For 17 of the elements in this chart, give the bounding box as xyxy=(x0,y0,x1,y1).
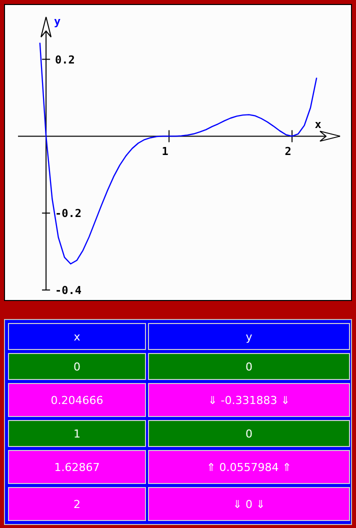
text: 0 xyxy=(246,428,252,440)
x-axis-title: x xyxy=(314,118,322,132)
text: ⇓ 0 ⇓ xyxy=(232,498,266,511)
text: x xyxy=(74,330,81,344)
text: y xyxy=(246,330,253,344)
text: 0.204666 xyxy=(50,394,104,407)
text: 1.62867 xyxy=(54,461,100,474)
text: ⇓ -0.331883 ⇓ xyxy=(208,394,290,407)
text: 0 xyxy=(74,360,80,374)
text: 2 xyxy=(74,498,80,511)
text: 1 xyxy=(74,428,80,440)
y-axis-title: y xyxy=(54,15,62,28)
text: ⇑ 0.0557984 ⇑ xyxy=(206,461,292,474)
y-tick-label: 0.2 xyxy=(55,53,75,66)
y-tick-label: -0.2 xyxy=(55,207,82,220)
text: 0 xyxy=(246,360,252,374)
y-tick-label: -0.4 xyxy=(55,284,82,297)
